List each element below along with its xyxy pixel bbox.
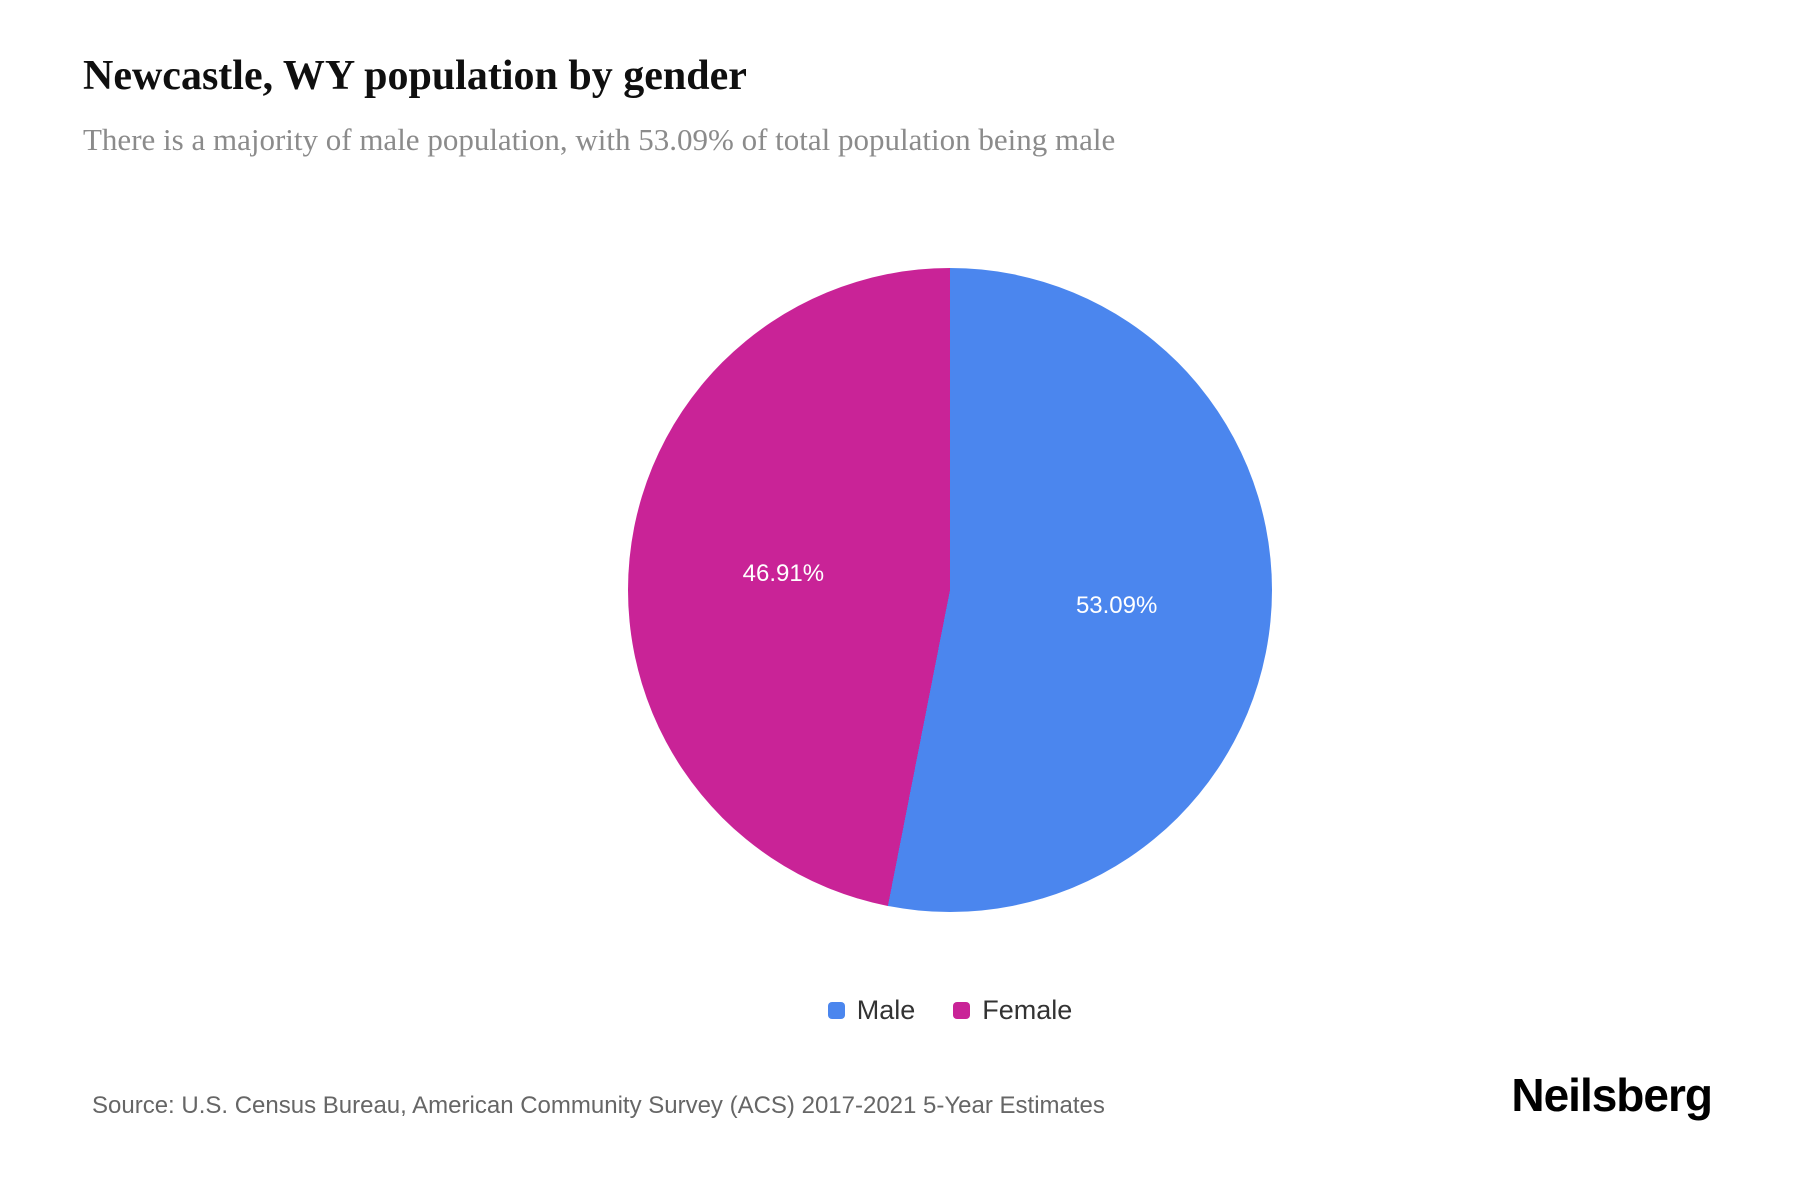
legend-label-male: Male [856,995,916,1025]
legend-item-female[interactable]: Female [953,995,1072,1026]
chart-header: Newcastle, WY population by gender There… [83,52,1717,158]
female-swatch-icon [953,1002,971,1019]
slice-label-male: 53.09% [1075,592,1158,620]
legend-label-female: Female [982,995,1073,1025]
pie-circle[interactable] [628,268,1272,912]
chart-title: Newcastle, WY population by gender [83,53,747,99]
slice-label-female: 46.91% [742,559,825,587]
source-attribution: Source: U.S. Census Bureau, American Com… [92,1092,1105,1119]
chart-subtitle: There is a majority of male population, … [83,122,1116,158]
legend-item-male[interactable]: Male [827,995,916,1026]
neilsberg-logo[interactable]: Neilsberg [1511,1069,1713,1121]
male-swatch-icon [827,1002,845,1019]
legend: Male Female [50,995,1800,1026]
pie-chart[interactable]: 53.09% 46.91% [628,268,1272,912]
